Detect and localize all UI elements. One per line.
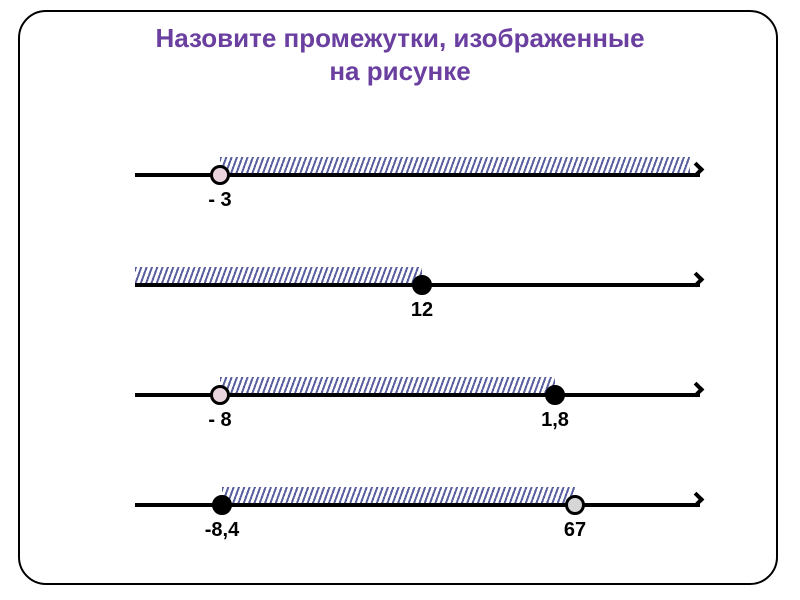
endpoint-marker	[210, 385, 230, 405]
endpoint-marker	[412, 275, 432, 295]
endpoint-label: - 3	[180, 189, 260, 212]
title-line-2: на рисунке	[329, 56, 470, 86]
endpoint-label: - 8	[180, 409, 260, 432]
endpoint-label: -8,4	[182, 519, 262, 542]
endpoint-label: 1,8	[515, 409, 595, 432]
number-line-4: -8,467	[0, 0, 800, 60]
endpoint-label: 12	[382, 299, 462, 322]
endpoint-label: 67	[535, 519, 615, 542]
endpoint-marker	[545, 385, 565, 405]
endpoint-marker	[210, 165, 230, 185]
endpoint-marker	[565, 495, 585, 515]
endpoint-marker	[212, 495, 232, 515]
